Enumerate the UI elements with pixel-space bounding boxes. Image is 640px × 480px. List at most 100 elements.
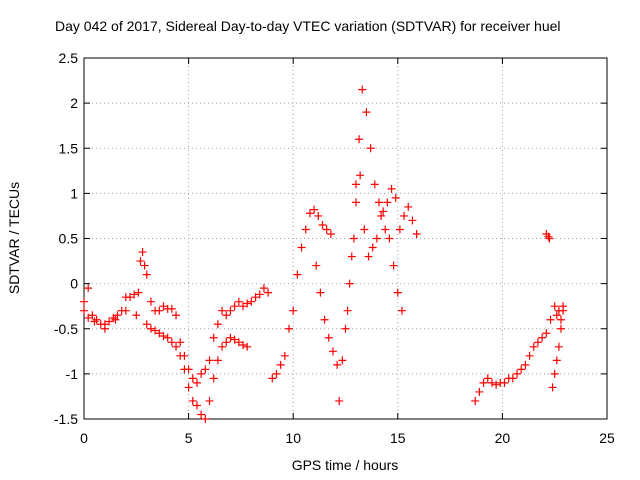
- x-tick-label: 0: [80, 430, 88, 446]
- data-point: [218, 342, 227, 351]
- y-tick-label: -1.5: [54, 411, 78, 427]
- data-point: [201, 365, 210, 374]
- data-point: [387, 184, 396, 193]
- data-point: [412, 229, 421, 238]
- data-point: [188, 396, 197, 405]
- data-point: [324, 333, 333, 342]
- data-point: [545, 234, 554, 243]
- data-point: [395, 225, 404, 234]
- data-point: [230, 302, 239, 311]
- series-track-d: [312, 85, 421, 405]
- data-point: [230, 335, 239, 344]
- data-point: [155, 306, 164, 315]
- data-point: [328, 347, 337, 356]
- series-track-b: [80, 306, 252, 423]
- data-point: [130, 290, 139, 299]
- data-point: [142, 270, 151, 279]
- data-point: [111, 315, 120, 324]
- data-point: [222, 311, 231, 320]
- chart-title: Day 042 of 2017, Sidereal Day-to-day VTE…: [55, 18, 561, 34]
- data-point: [84, 313, 93, 322]
- data-point: [513, 369, 522, 378]
- data-point: [247, 297, 256, 306]
- data-point: [285, 324, 294, 333]
- data-point: [341, 324, 350, 333]
- data-point: [370, 180, 379, 189]
- data-point: [213, 356, 222, 365]
- data-point: [80, 297, 88, 306]
- data-point: [326, 229, 335, 238]
- data-point: [362, 108, 371, 117]
- data-point: [180, 365, 189, 374]
- data-point: [316, 288, 325, 297]
- data-point: [259, 284, 268, 293]
- x-tick-label: 20: [495, 430, 511, 446]
- data-point: [172, 342, 181, 351]
- data-point: [272, 369, 281, 378]
- data-point: [90, 317, 99, 326]
- data-point: [163, 333, 172, 342]
- data-point: [548, 383, 557, 392]
- y-tick-label: 1.5: [59, 140, 79, 156]
- data-point: [544, 232, 553, 241]
- data-point: [172, 311, 181, 320]
- data-point: [529, 342, 538, 351]
- data-point: [159, 331, 168, 340]
- data-point: [552, 311, 561, 320]
- data-point: [222, 338, 231, 347]
- y-tick-label: 1: [70, 185, 78, 201]
- data-point: [146, 324, 155, 333]
- series-track-h: [548, 306, 568, 392]
- data-point: [138, 248, 147, 257]
- data-point: [383, 198, 392, 207]
- data-point: [343, 306, 352, 315]
- data-point: [379, 207, 388, 216]
- data-point: [368, 243, 377, 252]
- data-point: [80, 306, 88, 315]
- data-point: [351, 180, 360, 189]
- data-point: [550, 302, 559, 311]
- data-point: [205, 356, 214, 365]
- series-track-g: [542, 229, 554, 243]
- x-tick-label: 25: [599, 430, 615, 446]
- data-point: [155, 329, 164, 338]
- axis-tick-labels: 0 5 10 15 20 25 -1.5 -1 -0.5 0 0.5 1 1.5 2 2.5: [54, 50, 615, 446]
- data-point: [338, 356, 347, 365]
- data-point: [559, 306, 568, 315]
- data-point: [238, 340, 247, 349]
- data-point: [479, 378, 488, 387]
- data-point: [192, 378, 201, 387]
- data-point: [167, 304, 176, 313]
- data-point: [389, 261, 398, 270]
- data-point: [320, 315, 329, 324]
- data-point: [550, 369, 559, 378]
- data-point: [105, 317, 114, 326]
- data-point: [377, 211, 386, 220]
- data-point: [167, 338, 176, 347]
- data-point: [335, 396, 344, 405]
- y-tick-label: 2.5: [59, 50, 79, 66]
- data-point: [471, 396, 480, 405]
- data-point: [100, 320, 109, 329]
- y-tick-label: 0.5: [59, 231, 79, 247]
- data-point: [372, 234, 381, 243]
- data-point: [397, 306, 406, 315]
- data-point: [88, 311, 97, 320]
- data-point: [297, 243, 306, 252]
- data-point: [556, 315, 565, 324]
- data-point: [366, 144, 375, 153]
- data-point: [381, 225, 390, 234]
- data-point: [276, 360, 285, 369]
- data-point: [159, 302, 168, 311]
- data-point: [213, 320, 222, 329]
- data-point: [243, 342, 252, 351]
- data-point: [234, 338, 243, 347]
- x-tick-label: 10: [285, 430, 301, 446]
- y-axis-label: SDTVAR / TECUs: [6, 182, 22, 294]
- data-point: [400, 211, 409, 220]
- data-point: [176, 351, 185, 360]
- grid: [84, 58, 607, 419]
- data-point: [92, 315, 101, 324]
- data-point: [374, 198, 383, 207]
